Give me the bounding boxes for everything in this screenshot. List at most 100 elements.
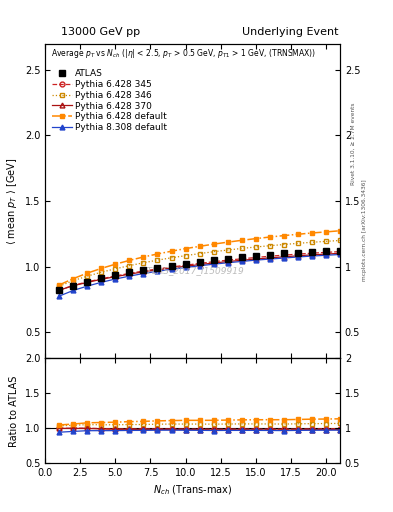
Pythia 8.308 default <box>71 287 75 293</box>
Pythia 6.428 default <box>267 234 272 240</box>
Pythia 6.428 346 <box>57 283 62 289</box>
Pythia 6.428 345 <box>239 256 244 262</box>
Pythia 6.428 370 <box>296 253 300 259</box>
ATLAS <box>338 248 342 254</box>
Pythia 6.428 370 <box>267 255 272 261</box>
Pythia 8.308 default <box>225 260 230 266</box>
Text: ATLAS_2017_I1509919: ATLAS_2017_I1509919 <box>141 266 244 275</box>
Pythia 6.428 345 <box>127 270 132 276</box>
Line: Pythia 6.428 default: Pythia 6.428 default <box>57 228 342 287</box>
Pythia 6.428 370 <box>225 259 230 265</box>
Pythia 6.428 346 <box>155 257 160 263</box>
ATLAS <box>211 257 216 263</box>
Pythia 6.428 345 <box>183 262 188 268</box>
Pythia 6.428 345 <box>57 287 62 293</box>
Pythia 6.428 345 <box>99 275 104 282</box>
Pythia 6.428 346 <box>267 243 272 249</box>
Pythia 6.428 346 <box>127 263 132 269</box>
ATLAS <box>141 267 146 273</box>
Pythia 6.428 default <box>71 275 75 282</box>
Pythia 6.428 370 <box>71 283 75 289</box>
Pythia 6.428 370 <box>338 250 342 257</box>
ATLAS <box>281 250 286 257</box>
ATLAS <box>183 261 188 267</box>
Pythia 8.308 default <box>183 264 188 270</box>
Pythia 6.428 370 <box>57 287 62 293</box>
ATLAS <box>99 275 104 282</box>
Pythia 6.428 345 <box>113 273 118 279</box>
Pythia 6.428 370 <box>127 271 132 277</box>
Pythia 8.308 default <box>267 256 272 262</box>
Pythia 8.308 default <box>99 279 104 285</box>
Pythia 6.428 370 <box>211 260 216 266</box>
Pythia 8.308 default <box>310 253 314 259</box>
Pythia 6.428 346 <box>338 238 342 244</box>
Pythia 6.428 345 <box>310 250 314 256</box>
Pythia 6.428 345 <box>281 252 286 258</box>
Y-axis label: Ratio to ATLAS: Ratio to ATLAS <box>9 375 19 446</box>
ATLAS <box>127 269 132 275</box>
Pythia 6.428 370 <box>239 257 244 263</box>
ATLAS <box>310 249 314 255</box>
Line: Pythia 6.428 370: Pythia 6.428 370 <box>57 251 342 292</box>
Text: mcplots.cern.ch [arXiv:1306.3436]: mcplots.cern.ch [arXiv:1306.3436] <box>362 180 367 281</box>
Pythia 6.428 346 <box>253 244 258 250</box>
ATLAS <box>253 253 258 259</box>
Pythia 6.428 345 <box>323 249 328 255</box>
Pythia 6.428 346 <box>323 238 328 244</box>
Pythia 6.428 346 <box>225 247 230 253</box>
Pythia 6.428 default <box>323 229 328 235</box>
Pythia 6.428 default <box>169 248 174 254</box>
Pythia 6.428 370 <box>113 273 118 280</box>
Pythia 6.428 345 <box>267 253 272 259</box>
Pythia 6.428 346 <box>211 249 216 255</box>
Pythia 6.428 345 <box>296 251 300 257</box>
Pythia 8.308 default <box>296 254 300 260</box>
Pythia 8.308 default <box>169 266 174 272</box>
Pythia 8.308 default <box>338 251 342 258</box>
Pythia 6.428 346 <box>169 254 174 261</box>
Pythia 6.428 345 <box>211 259 216 265</box>
Pythia 6.428 370 <box>155 267 160 273</box>
Pythia 6.428 346 <box>310 239 314 245</box>
Pythia 8.308 default <box>155 268 160 274</box>
Pythia 6.428 370 <box>310 252 314 258</box>
Pythia 6.428 default <box>141 254 146 260</box>
Pythia 6.428 default <box>127 258 132 264</box>
Pythia 6.428 370 <box>281 254 286 260</box>
ATLAS <box>71 283 75 289</box>
Pythia 6.428 346 <box>113 266 118 272</box>
ATLAS <box>323 248 328 254</box>
Pythia 6.428 345 <box>141 268 146 274</box>
Text: 13000 GeV pp: 13000 GeV pp <box>61 27 140 37</box>
Y-axis label: $\langle$ mean $p_T$ $\rangle$ [GeV]: $\langle$ mean $p_T$ $\rangle$ [GeV] <box>5 157 19 245</box>
Pythia 6.428 345 <box>338 248 342 254</box>
Pythia 6.428 345 <box>71 282 75 288</box>
ATLAS <box>197 259 202 265</box>
Pythia 6.428 345 <box>225 257 230 263</box>
Line: Pythia 6.428 345: Pythia 6.428 345 <box>57 249 342 292</box>
Pythia 6.428 345 <box>253 254 258 261</box>
Pythia 8.308 default <box>239 259 244 265</box>
Pythia 6.428 default <box>239 237 244 243</box>
Pythia 6.428 default <box>155 251 160 257</box>
Pythia 6.428 370 <box>169 265 174 271</box>
ATLAS <box>169 263 174 269</box>
Text: Average $p_T$ vs $N_{ch}$ ($|\eta|$ < 2.5, $p_T$ > 0.5 GeV, $p_{T1}$ > 1 GeV, (T: Average $p_T$ vs $N_{ch}$ ($|\eta|$ < 2.… <box>51 47 316 60</box>
ATLAS <box>296 250 300 256</box>
Pythia 6.428 default <box>113 261 118 267</box>
Pythia 6.428 346 <box>71 278 75 284</box>
Pythia 6.428 346 <box>281 242 286 248</box>
Pythia 6.428 346 <box>296 240 300 246</box>
Pythia 6.428 345 <box>85 279 90 285</box>
Pythia 8.308 default <box>253 257 258 263</box>
Pythia 6.428 default <box>57 282 62 288</box>
Pythia 6.428 default <box>281 232 286 239</box>
Pythia 6.428 345 <box>169 264 174 270</box>
Pythia 6.428 default <box>99 265 104 271</box>
Pythia 6.428 370 <box>99 276 104 282</box>
Legend: ATLAS, Pythia 6.428 345, Pythia 6.428 346, Pythia 6.428 370, Pythia 6.428 defaul: ATLAS, Pythia 6.428 345, Pythia 6.428 34… <box>48 66 171 136</box>
Pythia 6.428 370 <box>141 269 146 275</box>
Pythia 8.308 default <box>57 293 62 299</box>
ATLAS <box>155 265 160 271</box>
